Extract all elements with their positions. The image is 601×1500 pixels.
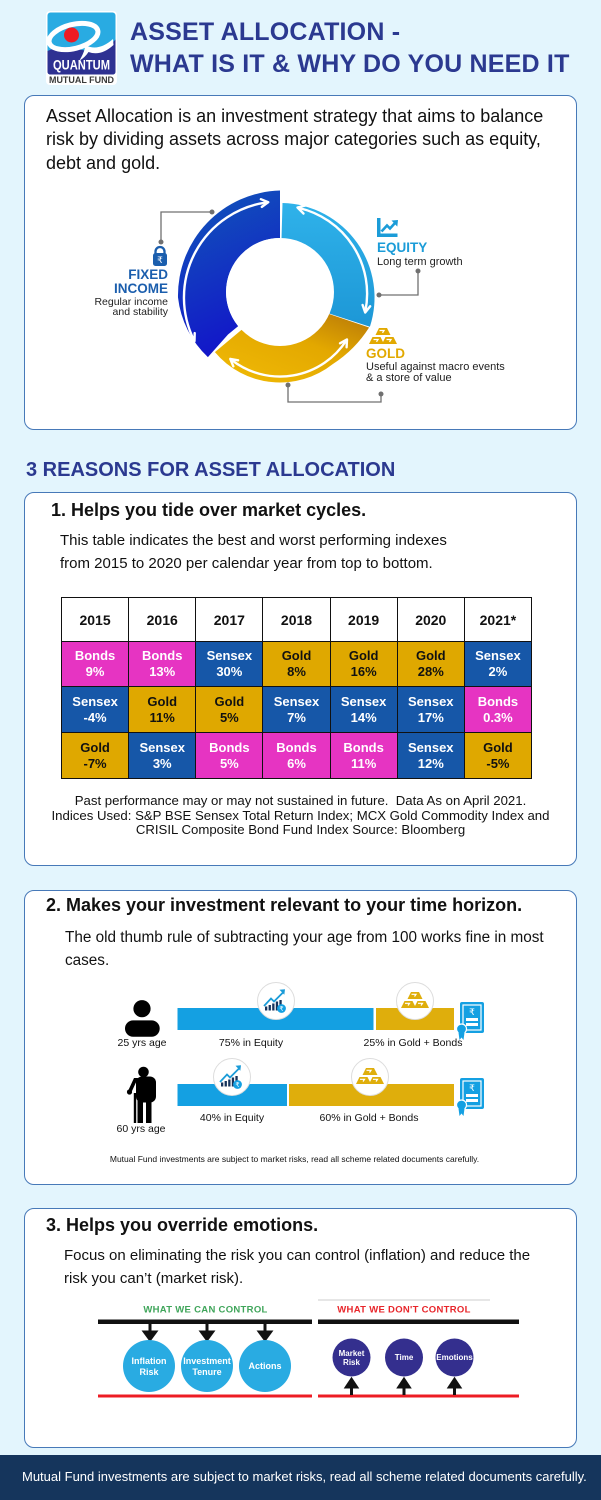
svg-text:Time: Time [395, 1353, 414, 1362]
svg-text:MUTUAL FUND: MUTUAL FUND [49, 75, 114, 85]
svg-text:WHAT WE DON'T CONTROL: WHAT WE DON'T CONTROL [337, 1305, 470, 1316]
svg-text:Emotions: Emotions [436, 1353, 473, 1362]
svg-text:₹: ₹ [469, 1007, 475, 1017]
svg-text:QUANTUM: QUANTUM [53, 58, 110, 73]
svg-text:Actions: Actions [248, 1361, 281, 1371]
svg-text:Market: Market [339, 1349, 365, 1358]
svg-text:Risk: Risk [139, 1367, 159, 1377]
svg-text:Investment: Investment [183, 1356, 231, 1366]
svg-text:Risk: Risk [343, 1358, 360, 1367]
svg-text:₹: ₹ [157, 255, 163, 265]
svg-text:WHAT WE CAN CONTROL: WHAT WE CAN CONTROL [143, 1305, 267, 1316]
svg-text:Tenure: Tenure [192, 1367, 221, 1377]
svg-text:₹: ₹ [279, 1005, 284, 1013]
svg-text:Inflation: Inflation [132, 1356, 167, 1366]
